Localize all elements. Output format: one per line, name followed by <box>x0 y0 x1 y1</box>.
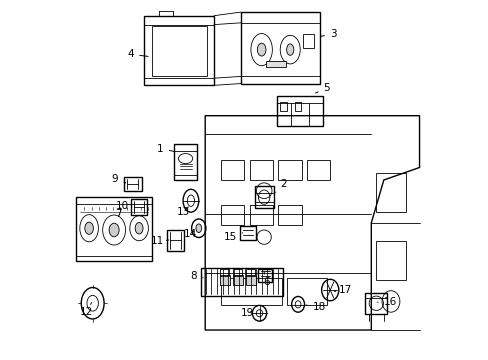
Text: 7: 7 <box>115 208 127 219</box>
Bar <box>278 160 301 180</box>
Text: 17: 17 <box>334 285 351 295</box>
Bar <box>278 205 301 225</box>
Bar <box>303 33 313 48</box>
Text: 12: 12 <box>80 302 93 317</box>
Bar <box>221 278 282 305</box>
Bar <box>280 103 286 111</box>
Text: 14: 14 <box>183 229 197 239</box>
Bar <box>220 269 229 276</box>
Bar <box>287 278 326 305</box>
Text: 1: 1 <box>157 144 174 154</box>
Text: 18: 18 <box>305 302 325 312</box>
Bar <box>245 269 255 276</box>
Ellipse shape <box>196 224 201 233</box>
Ellipse shape <box>257 43 265 56</box>
Ellipse shape <box>109 223 119 237</box>
Text: 4: 4 <box>127 49 148 59</box>
Bar <box>151 26 206 76</box>
Bar <box>220 275 230 285</box>
Bar <box>249 205 272 225</box>
Ellipse shape <box>84 222 93 234</box>
Ellipse shape <box>135 222 143 234</box>
Text: 13: 13 <box>176 207 189 217</box>
Text: 15: 15 <box>223 232 242 242</box>
Bar <box>306 160 329 180</box>
Text: 8: 8 <box>190 271 203 282</box>
Bar <box>233 275 243 285</box>
Text: 9: 9 <box>112 174 125 184</box>
Text: 19: 19 <box>240 308 253 318</box>
Bar <box>221 205 244 225</box>
Text: 5: 5 <box>315 83 329 93</box>
Ellipse shape <box>286 44 293 55</box>
Bar <box>375 241 406 280</box>
Bar <box>265 61 285 67</box>
Bar <box>245 275 255 285</box>
Bar <box>233 269 242 276</box>
Bar <box>249 160 272 180</box>
Text: 11: 11 <box>150 237 168 247</box>
Text: 6: 6 <box>263 272 269 287</box>
Text: 10: 10 <box>116 201 134 211</box>
Text: 3: 3 <box>320 28 336 39</box>
Text: 2: 2 <box>275 179 286 192</box>
Bar <box>294 103 300 111</box>
Bar <box>221 160 244 180</box>
Text: 16: 16 <box>377 297 396 307</box>
Bar <box>375 173 406 212</box>
